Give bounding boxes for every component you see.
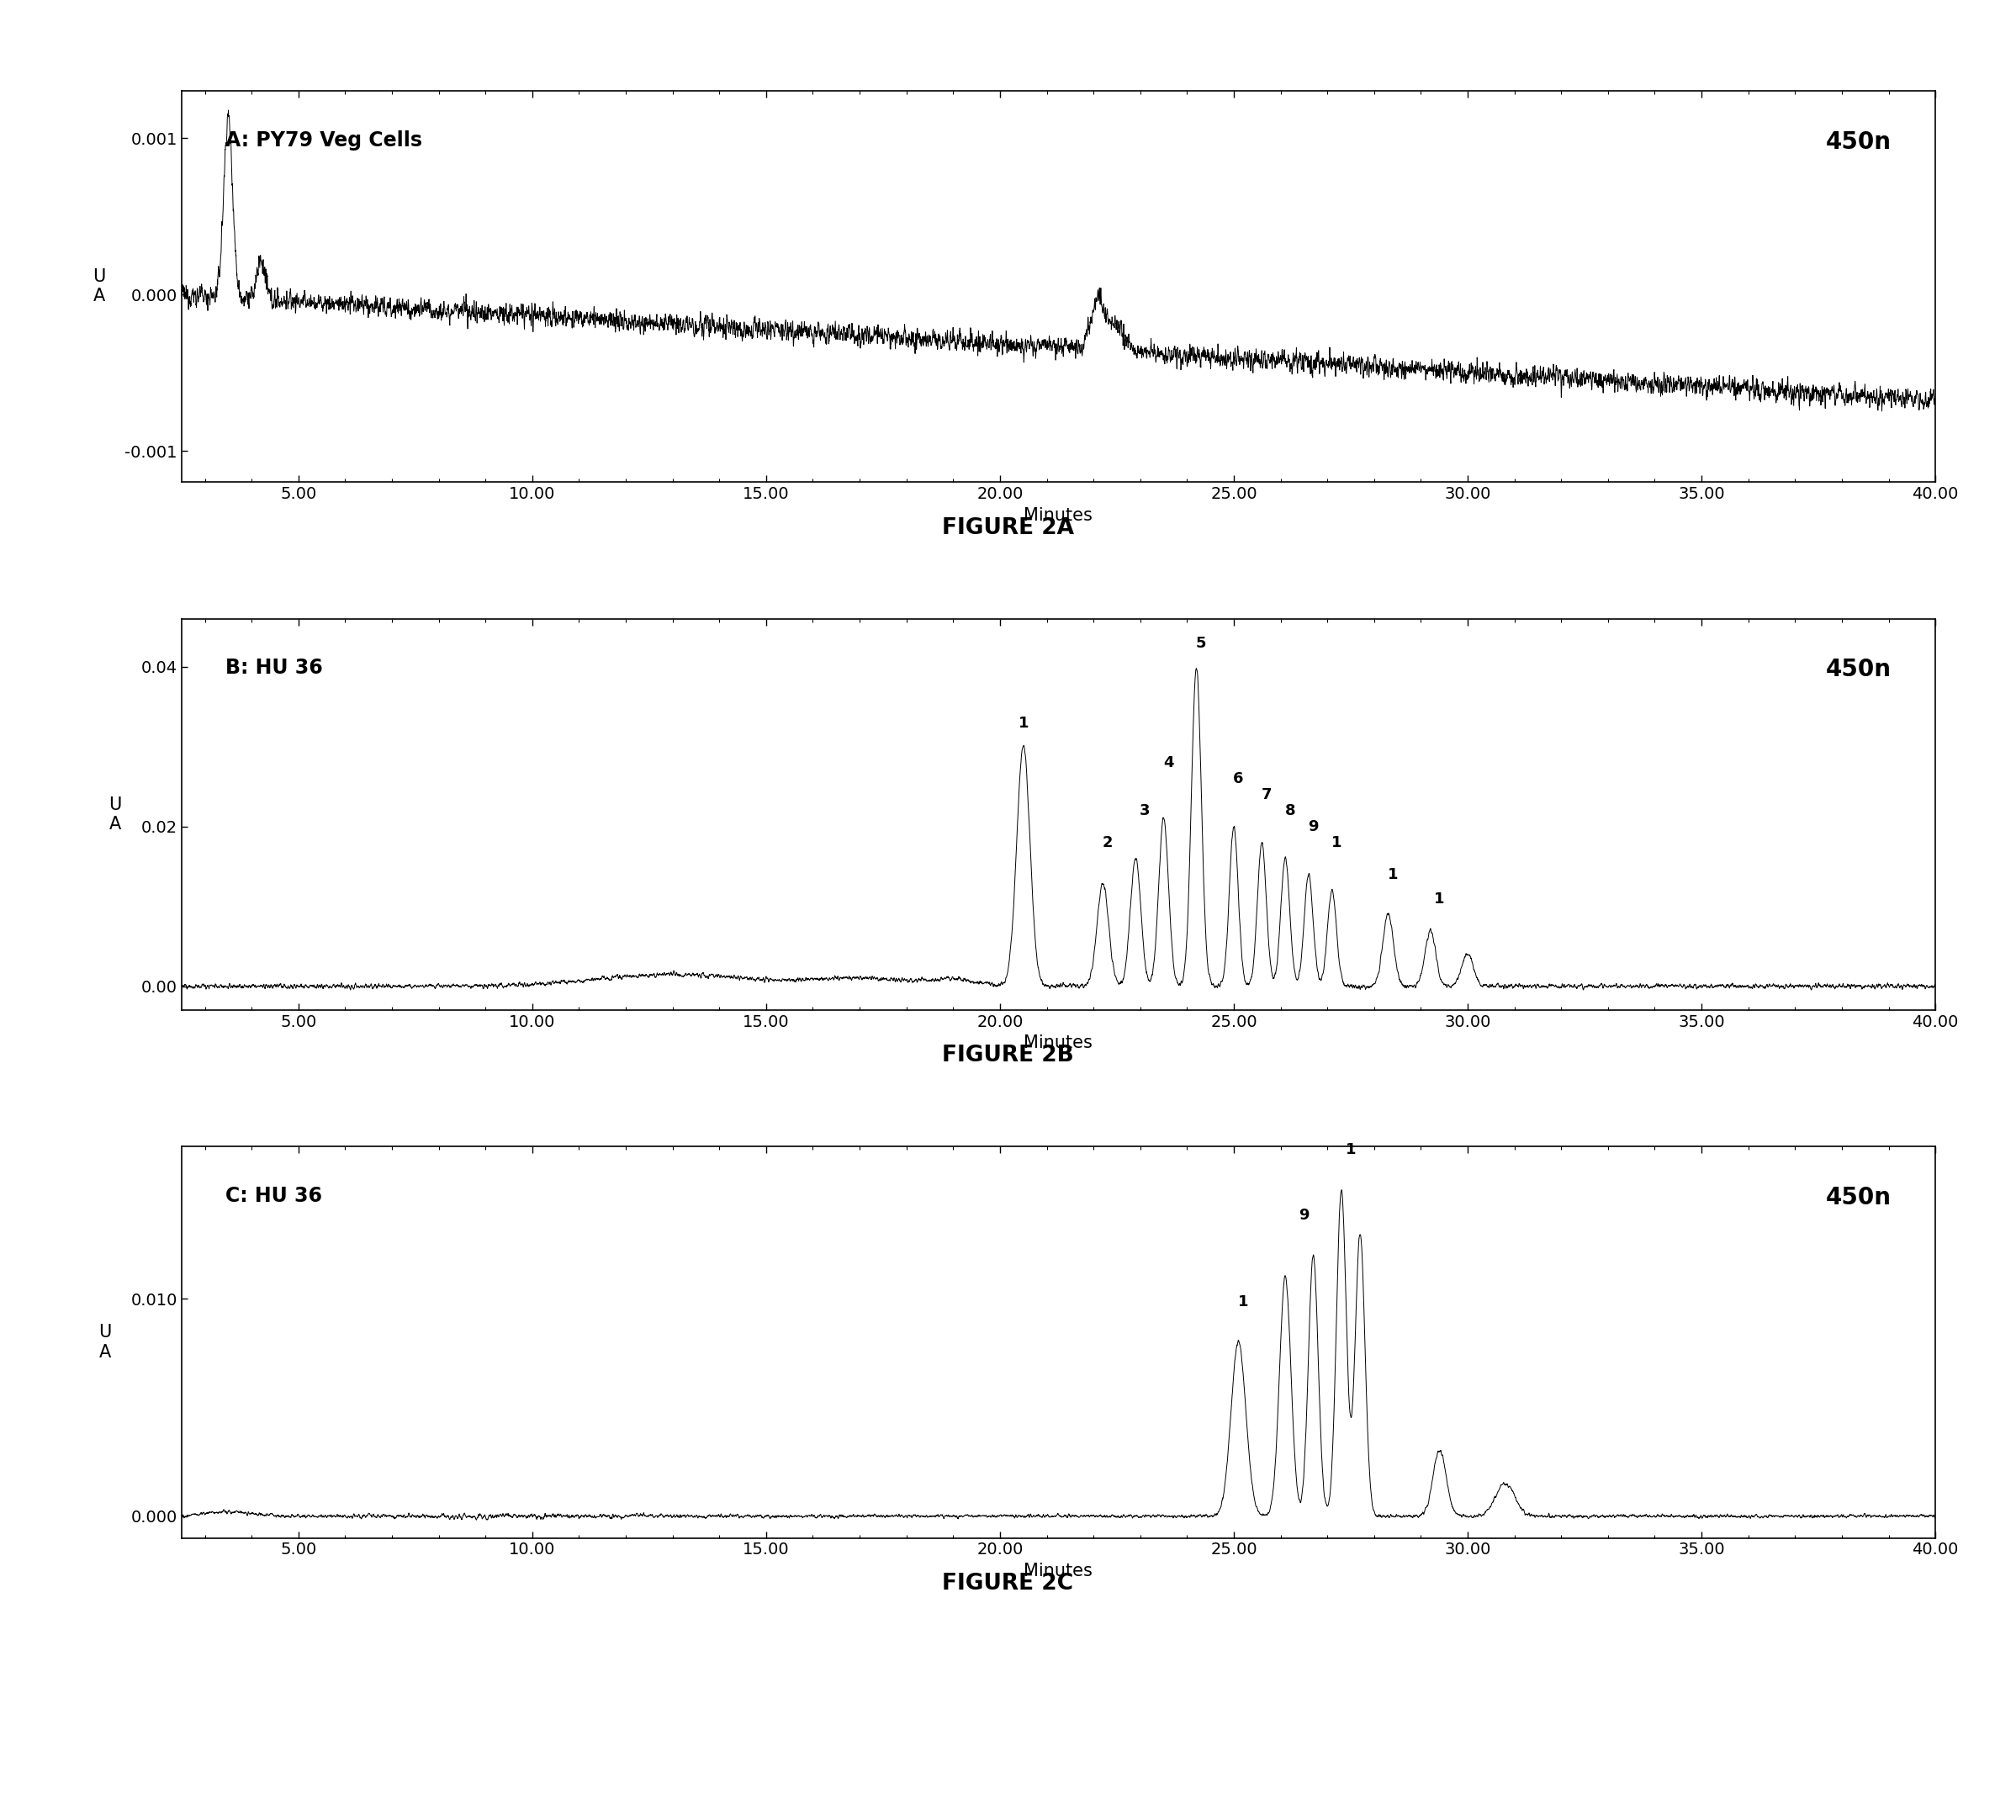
Text: 8: 8 [1284,803,1294,819]
Text: FIGURE 2A: FIGURE 2A [941,517,1075,539]
Text: 1: 1 [1345,1143,1357,1158]
Text: 450n: 450n [1826,659,1891,681]
Text: 450n: 450n [1826,1187,1891,1208]
Text: 9: 9 [1298,1207,1308,1223]
X-axis label: Minutes: Minutes [1024,1563,1093,1580]
Text: 9: 9 [1308,819,1318,834]
Text: 2: 2 [1103,835,1113,850]
Text: 1: 1 [1433,892,1445,906]
X-axis label: Minutes: Minutes [1024,508,1093,524]
Text: 4: 4 [1163,755,1173,770]
Text: FIGURE 2B: FIGURE 2B [941,1045,1075,1067]
Y-axis label: U
A: U A [109,797,121,832]
Text: 450n: 450n [1826,131,1891,153]
Text: FIGURE 2C: FIGURE 2C [941,1572,1075,1594]
X-axis label: Minutes: Minutes [1024,1036,1093,1052]
Text: 1: 1 [1018,715,1028,730]
Text: 1: 1 [1238,1294,1248,1310]
Text: 1: 1 [1387,866,1397,883]
Text: A: PY79 Veg Cells: A: PY79 Veg Cells [226,131,421,151]
Text: C: HU 36: C: HU 36 [226,1187,323,1207]
Y-axis label: U
A: U A [99,1325,111,1360]
Text: 3: 3 [1139,803,1151,819]
Text: 5: 5 [1195,635,1206,652]
Text: 6: 6 [1234,772,1244,786]
Text: B: HU 36: B: HU 36 [226,659,323,679]
Text: 1: 1 [1331,835,1343,850]
Y-axis label: U
A: U A [93,269,105,304]
Text: 7: 7 [1262,788,1272,803]
